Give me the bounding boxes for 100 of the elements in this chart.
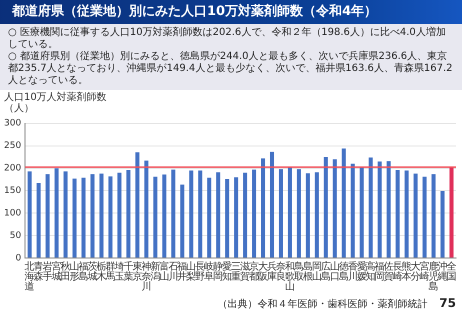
x-tick-label: 奈良 [276, 262, 286, 283]
x-tick-label: 富山 [159, 260, 170, 283]
x-tick-label: 沖縄 [436, 260, 448, 283]
x-tick-label: 栃木 [96, 260, 106, 283]
bar [270, 152, 274, 258]
text: 75 [439, 296, 456, 310]
bar [350, 164, 355, 258]
bar [422, 176, 427, 258]
x-tick-label: 全国 [446, 260, 457, 283]
x-tick-label: 佐賀 [384, 262, 394, 283]
bar [332, 159, 337, 258]
bar [396, 170, 400, 258]
bar [117, 172, 122, 258]
bar [306, 173, 310, 258]
bar [314, 172, 319, 258]
x-tick-label: 京都 [249, 260, 260, 283]
bar [243, 172, 248, 258]
x-tick-label: 岐阜 [204, 260, 214, 283]
x-tick-label: 千葉 [123, 260, 134, 283]
bar [252, 170, 256, 258]
x-tick-label: 兵庫 [267, 260, 278, 283]
bar [82, 178, 86, 258]
bar [234, 177, 238, 258]
bar [449, 167, 454, 258]
x-tick-label: 静岡 [213, 260, 224, 283]
bar [171, 170, 176, 258]
x-tick-label: 三重 [231, 262, 242, 283]
bar [216, 172, 220, 258]
x-tick-label: 香川 [348, 260, 358, 283]
bar [360, 166, 364, 258]
x-tick-label: 東京 [132, 260, 142, 283]
bar [36, 182, 41, 258]
bar [440, 190, 445, 258]
x-tick-label: 鳥取 [292, 260, 304, 283]
x-tick-label: 和歌山 [284, 260, 295, 293]
bar [153, 176, 158, 258]
bar [180, 184, 184, 258]
bar [64, 171, 68, 258]
text: （出典）令和４年医師・歯科医師・薬剤師統計 [217, 298, 428, 311]
bar [99, 174, 104, 258]
y-tick-label: 150 [4, 186, 22, 196]
y-tick-label: 300 [4, 118, 22, 129]
x-tick-label: 山形 [70, 260, 80, 283]
chart-title: 都道府県（従業地）別にみた人口10万対薬剤師数（令和4年） [0, 0, 462, 24]
bar [189, 170, 194, 258]
bar [135, 152, 140, 258]
bar [46, 174, 50, 258]
x-tick-label: 島根 [302, 260, 313, 283]
x-tick-label: 徳島 [338, 262, 349, 283]
bar [54, 168, 59, 258]
bar [28, 171, 32, 258]
bar [368, 158, 373, 258]
x-tick-label: 秋田 [60, 260, 71, 283]
x-tick-label: 高知 [366, 260, 376, 283]
bar [414, 174, 418, 258]
x-tick-label: 宮城 [50, 260, 62, 283]
x-tick-label: 滋賀 [240, 260, 250, 283]
y-tick-label: 200 [4, 164, 22, 174]
bar [261, 158, 266, 258]
x-tick-label: 熊本 [402, 260, 412, 283]
x-tick-label: 長崎 [392, 262, 403, 283]
bar [108, 176, 112, 258]
bar [144, 160, 148, 258]
x-tick-label: 長野 [195, 262, 206, 283]
y-tick-label: 100 [4, 208, 22, 218]
bar [342, 148, 346, 258]
y-axis-title: 人口10万人対薬剤師数（人） [3, 90, 108, 114]
bar [296, 169, 301, 258]
bar [386, 161, 391, 258]
x-tick-label: 愛知 [222, 260, 232, 283]
x-tick-label: 岡山 [312, 262, 322, 283]
x-tick-label: 北海道 [24, 260, 35, 293]
x-tick-label: 広島 [320, 260, 331, 283]
bar [198, 170, 202, 258]
bar [278, 169, 283, 258]
text: ○ 都道府県別（従業地）別にみると、徳島県が244.0人と最も多く、次いで兵庫県236.6人、東京都235.7人となっており、沖縄県が149.4人と最も少なく、次いで、福井県163.6人、青森県167.2人となっている。 [8, 51, 454, 87]
x-tick-label: 青森 [34, 260, 44, 283]
y-tick-label: 250 [4, 141, 22, 152]
x-tick-label: 山口 [330, 260, 340, 283]
x-tick-label: 宮崎 [420, 260, 430, 283]
x-tick-label: 愛媛 [356, 260, 367, 283]
x-tick-label: 福島 [78, 260, 89, 283]
x-tick-label: 新潟 [150, 260, 160, 283]
text: ○ 医療機関に従事する人口10万対薬剤師数は202.6人で、令和２年（198.6人）に比べ4.0人増加している。 [8, 27, 447, 50]
x-tick-label: 埼玉 [113, 260, 124, 283]
bar [126, 170, 130, 258]
bar [72, 178, 77, 258]
x-tick-label: 大阪 [258, 260, 268, 283]
x-tick-label: 福井 [177, 260, 188, 283]
bar [432, 174, 436, 258]
bar [207, 178, 212, 258]
x-tick-label: 神奈川 [141, 260, 152, 293]
x-tick-label: 石川 [168, 262, 178, 283]
bar [288, 166, 292, 258]
bar [404, 170, 409, 258]
x-tick-label: 岩手 [42, 260, 53, 283]
x-tick-label: 鹿児島 [428, 260, 439, 293]
y-tick-label: 0 [15, 253, 22, 264]
x-tick-label: 山梨 [186, 260, 196, 283]
bar [378, 162, 382, 258]
